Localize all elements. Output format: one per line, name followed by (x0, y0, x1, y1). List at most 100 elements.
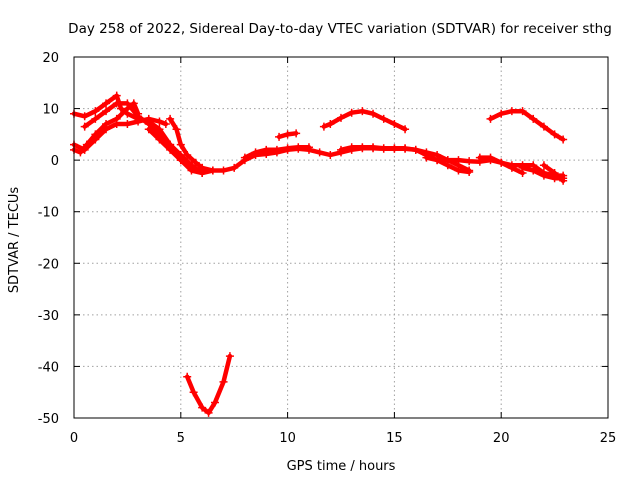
x-tick-label: 10 (279, 431, 296, 446)
y-tick-label: -10 (38, 206, 59, 221)
data-point (91, 135, 100, 144)
data-point (251, 148, 260, 157)
data-point (315, 148, 324, 157)
grid (74, 57, 608, 418)
data-point (518, 107, 527, 116)
y-tick-label: -40 (38, 360, 59, 375)
data-point (337, 113, 345, 122)
y-tick-label: 10 (42, 103, 59, 118)
series-line-track-f (167, 116, 205, 171)
data-point (102, 107, 111, 116)
x-tick-label: 0 (70, 431, 78, 446)
x-tick-label: 5 (177, 431, 185, 446)
data-point (91, 107, 100, 116)
data-point (347, 143, 356, 152)
x-axis-label: GPS time / hours (287, 459, 396, 474)
data-point (411, 145, 420, 154)
data-point (198, 403, 207, 412)
data-point (379, 114, 388, 123)
data-point (144, 125, 153, 134)
y-tick-label: -30 (38, 309, 59, 324)
data-point (390, 144, 399, 153)
data-point (358, 107, 367, 116)
data-point (454, 166, 463, 175)
data-point (225, 352, 234, 361)
data-point (401, 144, 410, 153)
data-point (210, 398, 219, 407)
data-point (219, 377, 228, 386)
data-point (176, 156, 185, 165)
data-point (112, 91, 121, 100)
data-point (559, 176, 568, 185)
data-point (208, 166, 217, 175)
data-point (475, 153, 484, 162)
data-point (390, 120, 399, 129)
data-point (559, 135, 568, 144)
data-point (80, 145, 89, 154)
data-point (155, 135, 164, 144)
data-point (358, 143, 367, 152)
data-point (433, 156, 442, 165)
data-point (507, 107, 516, 116)
y-tick-label: 0 (51, 154, 59, 169)
data-point (161, 120, 170, 129)
data-point (304, 143, 313, 152)
data-point (539, 171, 548, 180)
data-point (283, 144, 292, 153)
data-point (326, 150, 335, 159)
data-series (70, 91, 568, 417)
data-point (465, 157, 474, 166)
data-point (401, 125, 410, 134)
data-point (347, 108, 356, 117)
data-point (191, 158, 200, 167)
data-point (189, 388, 198, 397)
data-point (240, 153, 249, 162)
data-point (326, 120, 335, 129)
data-point (465, 168, 474, 177)
data-point (294, 143, 303, 152)
data-point (319, 122, 328, 131)
data-point (422, 153, 431, 162)
data-point (369, 143, 378, 152)
data-point (204, 408, 213, 417)
data-point (292, 129, 301, 138)
data-point (112, 120, 121, 129)
data-point (497, 158, 506, 167)
data-point (123, 99, 132, 108)
data-point (198, 163, 207, 172)
data-point (486, 114, 495, 123)
data-point (539, 161, 548, 170)
y-tick-label: -50 (38, 412, 59, 427)
data-point (155, 117, 164, 126)
series-line-track-c (71, 116, 169, 153)
x-tick-label: 20 (493, 431, 510, 446)
x-tick-label: 15 (386, 431, 403, 446)
data-point (529, 166, 538, 175)
data-point (219, 166, 228, 175)
y-tick-label: 20 (42, 51, 59, 66)
plot-frame (73, 56, 609, 419)
data-point (166, 114, 175, 123)
data-point (172, 125, 181, 134)
series-line-track-e (146, 126, 184, 163)
data-point (187, 166, 196, 175)
data-point (80, 122, 89, 131)
x-tick-label: 25 (600, 431, 617, 446)
data-point (123, 120, 132, 129)
data-point (518, 163, 527, 172)
data-point (529, 114, 538, 123)
series-line-track-j (321, 108, 408, 132)
data-point (272, 145, 281, 154)
data-point (550, 169, 559, 178)
y-tick-label: -20 (38, 257, 59, 272)
data-point (102, 125, 111, 134)
data-point (497, 109, 506, 118)
data-point (337, 145, 345, 154)
data-point (283, 130, 292, 139)
data-point (262, 145, 271, 154)
chart-title: Day 258 of 2022, Sidereal Day-to-day VTE… (68, 21, 612, 37)
data-point (183, 150, 192, 159)
data-point (230, 163, 239, 172)
data-point (112, 99, 121, 108)
